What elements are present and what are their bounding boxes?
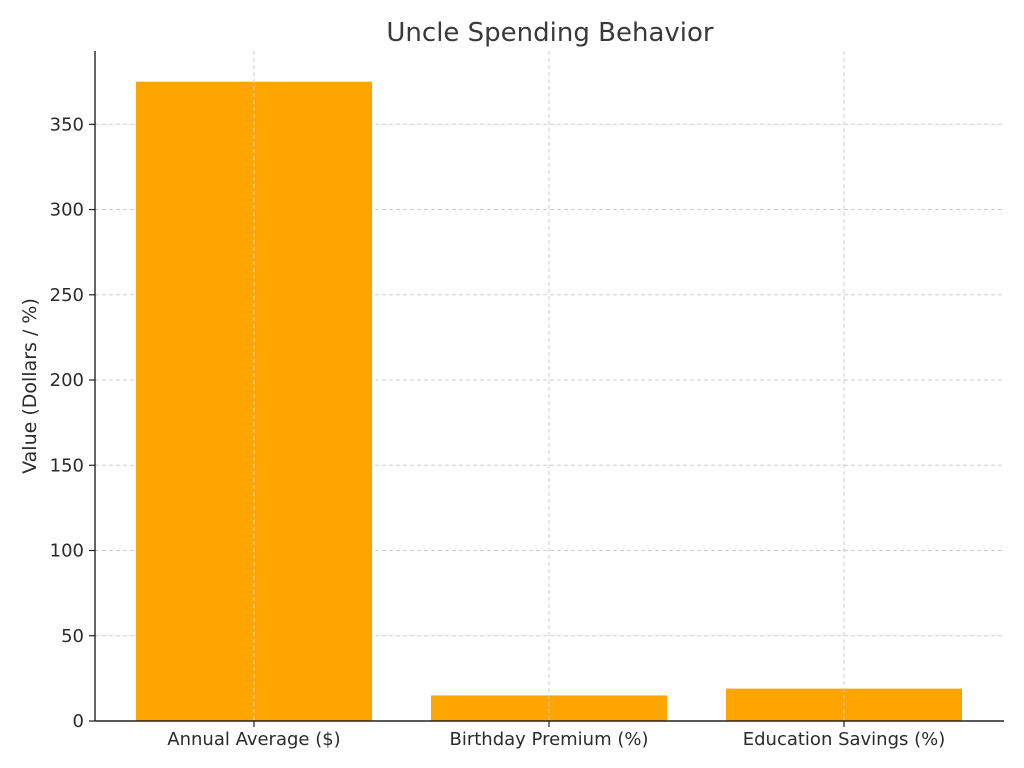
- chart-title: Uncle Spending Behavior: [386, 18, 714, 48]
- y-tick-label: 300: [50, 200, 84, 221]
- x-tick-label: Annual Average ($): [167, 729, 340, 750]
- y-tick-label: 200: [50, 370, 84, 391]
- y-tick-label: 0: [73, 711, 84, 732]
- grid-layer: [95, 123, 1004, 637]
- ticks-layer: 0 50 100 150 200 250 300 350 Annual Average ($) B…: [50, 114, 946, 750]
- y-tick-label: 50: [61, 626, 84, 647]
- y-axis-label: Value (Dollars / %): [19, 298, 41, 474]
- x-tick-label: Birthday Premium (%): [449, 729, 648, 750]
- y-tick-label: 150: [50, 455, 84, 476]
- x-tick-label: Education Savings (%): [743, 729, 946, 750]
- y-tick-label: 350: [50, 114, 84, 135]
- y-tick-label: 100: [50, 541, 84, 562]
- y-tick-label: 250: [50, 285, 84, 306]
